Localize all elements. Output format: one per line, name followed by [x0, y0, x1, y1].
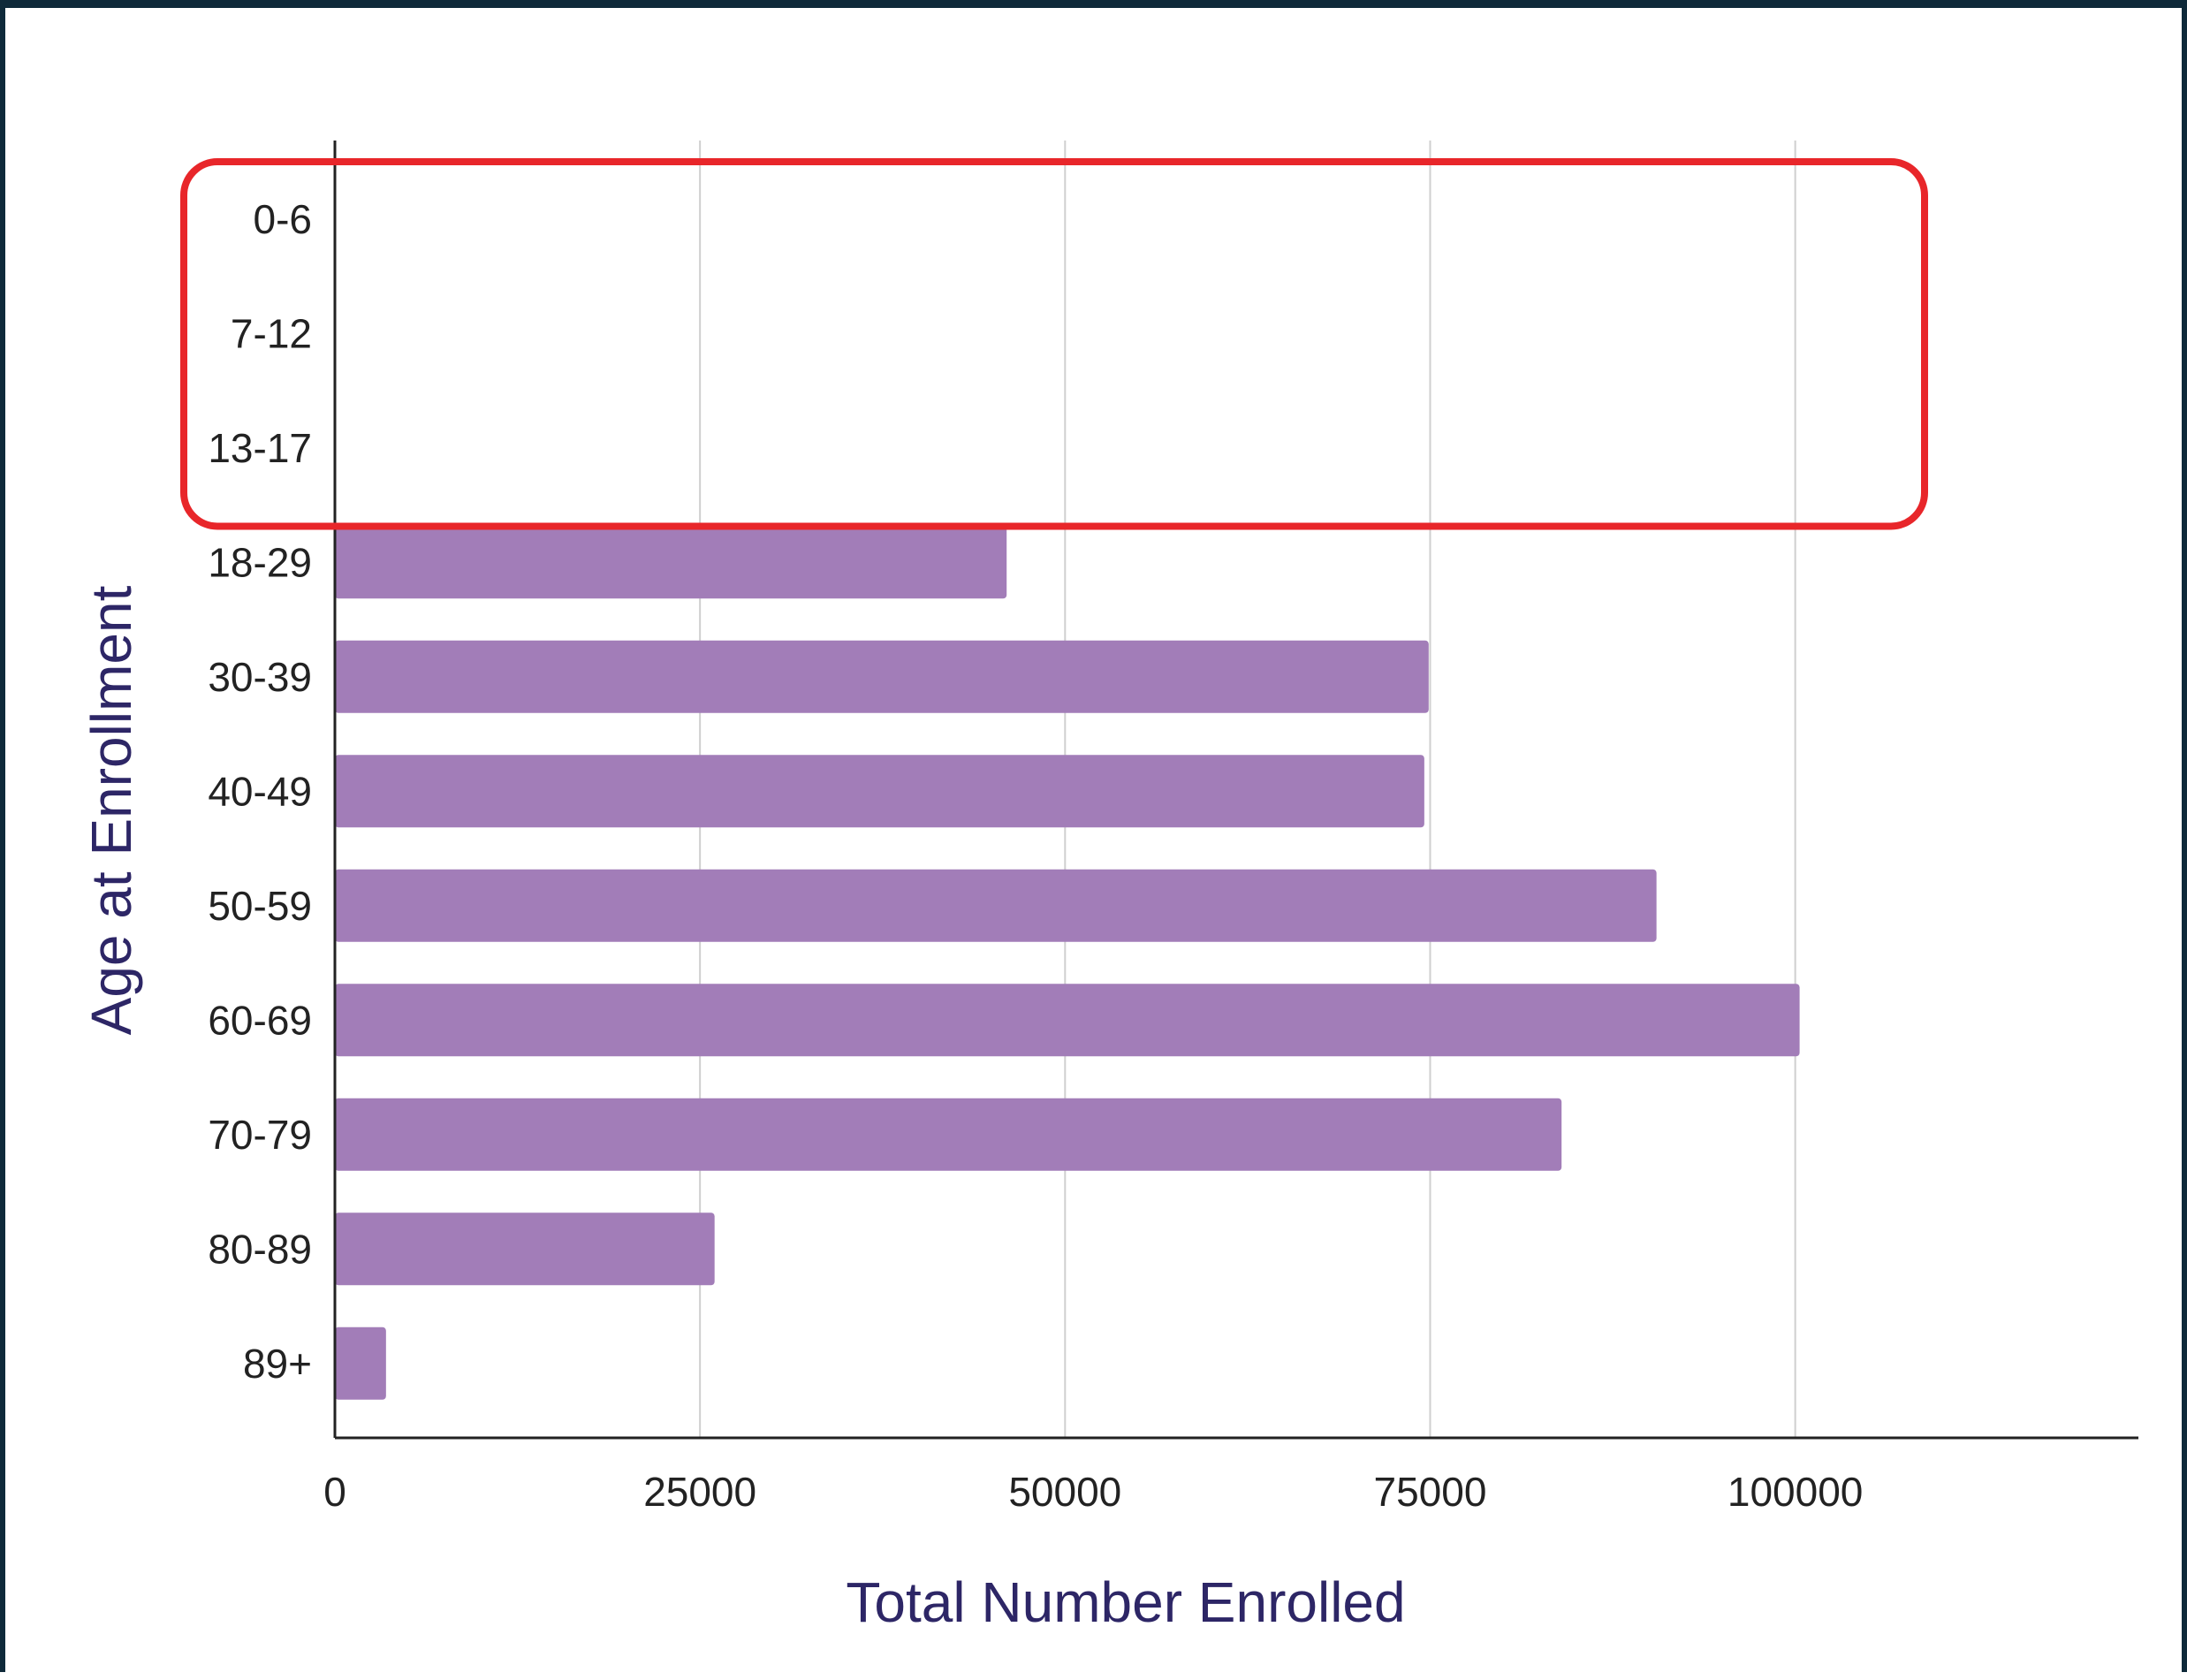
- y-tick-label: 60-69: [208, 997, 312, 1043]
- y-tick-label: 50-59: [208, 883, 312, 929]
- y-axis-title: Age at Enrollment: [80, 585, 143, 1035]
- highlight-box: [180, 158, 1928, 530]
- y-tick-labels: 0-6 7-12 13-17 18-29 30-39 40-49 50-59 60-69 70-…: [208, 196, 312, 1387]
- y-tick-label: 40-49: [208, 768, 312, 814]
- x-tick-label: 50000: [1008, 1469, 1121, 1515]
- x-tick-labels: 0 25000 50000 75000 100000: [323, 1469, 1863, 1515]
- bar-chart: 0-6 7-12 13-17 18-29 30-39 40-49 50-59 60-69 70-…: [80, 141, 2138, 1634]
- bar-18-29: [335, 526, 1007, 599]
- bar-60-69: [335, 984, 1800, 1057]
- bar-70-79: [335, 1098, 1562, 1171]
- x-axis-title: Total Number Enrolled: [846, 1570, 1405, 1634]
- y-tick-label: 18-29: [208, 539, 312, 585]
- bar-40-49: [335, 755, 1424, 828]
- x-tick-label: 75000: [1374, 1469, 1487, 1515]
- y-tick-label: 70-79: [208, 1112, 312, 1158]
- y-tick-label: 0-6: [254, 196, 312, 242]
- y-tick-label: 30-39: [208, 654, 312, 700]
- x-tick-label: 25000: [643, 1469, 756, 1515]
- bar-30-39: [335, 640, 1429, 713]
- y-tick-label: 89+: [243, 1341, 312, 1387]
- bars: [335, 526, 1800, 1400]
- x-tick-label: 0: [323, 1469, 346, 1515]
- y-tick-label: 7-12: [231, 310, 312, 356]
- x-tick-label: 100000: [1728, 1469, 1864, 1515]
- y-tick-label: 13-17: [208, 425, 312, 471]
- bar-50-59: [335, 869, 1657, 942]
- bar-80-89: [335, 1212, 715, 1286]
- bar-89+: [335, 1327, 386, 1400]
- y-tick-label: 80-89: [208, 1226, 312, 1272]
